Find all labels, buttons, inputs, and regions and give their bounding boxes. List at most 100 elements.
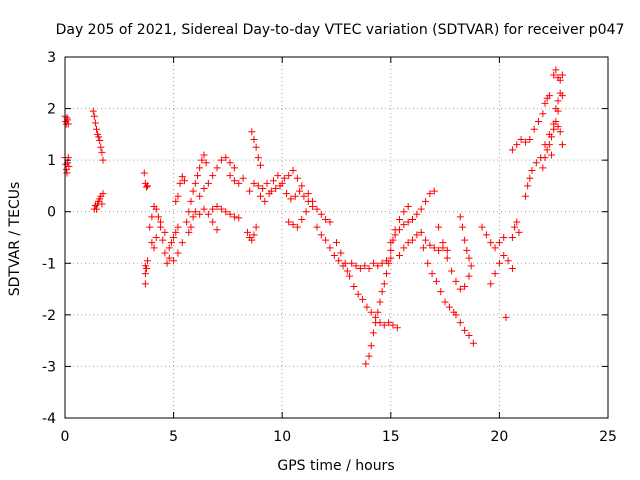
data-point bbox=[552, 66, 560, 74]
data-point bbox=[413, 231, 421, 239]
data-point bbox=[526, 174, 534, 182]
data-point bbox=[191, 179, 199, 187]
data-point bbox=[363, 303, 371, 311]
data-point bbox=[230, 177, 238, 185]
data-point bbox=[252, 143, 260, 151]
axis-ticks: 0 5 10 15 20 25 -4 -3 -2 -1 0 1 2 3 bbox=[42, 50, 617, 445]
data-point bbox=[278, 179, 286, 187]
data-point bbox=[89, 107, 97, 115]
data-point bbox=[326, 218, 334, 226]
data-point bbox=[445, 303, 453, 311]
data-point bbox=[96, 137, 104, 145]
data-point bbox=[435, 223, 443, 231]
data-point bbox=[495, 259, 503, 267]
plot-frame bbox=[64, 56, 609, 419]
data-point bbox=[491, 244, 499, 252]
data-point bbox=[545, 141, 553, 149]
data-point bbox=[369, 329, 377, 337]
data-point bbox=[515, 228, 523, 236]
x-tick-label: 15 bbox=[382, 429, 400, 445]
data-point bbox=[508, 146, 516, 154]
data-point bbox=[230, 164, 238, 172]
data-point bbox=[300, 192, 308, 200]
data-point bbox=[395, 226, 403, 234]
data-point bbox=[356, 264, 364, 272]
data-point bbox=[352, 262, 360, 270]
data-point bbox=[285, 172, 293, 180]
data-point bbox=[343, 267, 351, 275]
data-point bbox=[91, 119, 99, 127]
data-point bbox=[400, 221, 408, 229]
x-tick-label: 5 bbox=[169, 429, 178, 445]
data-point bbox=[387, 246, 395, 254]
data-point bbox=[248, 236, 256, 244]
data-point bbox=[193, 172, 201, 180]
data-point bbox=[291, 192, 299, 200]
data-point bbox=[465, 331, 473, 339]
data-point bbox=[543, 146, 551, 154]
data-point bbox=[250, 231, 258, 239]
data-point bbox=[213, 164, 221, 172]
data-point bbox=[187, 197, 195, 205]
x-tick-label: 25 bbox=[599, 429, 617, 445]
data-point bbox=[159, 236, 167, 244]
data-point bbox=[443, 246, 451, 254]
data-point bbox=[487, 280, 495, 288]
data-point bbox=[511, 223, 519, 231]
data-point bbox=[465, 254, 473, 262]
data-point bbox=[534, 117, 542, 125]
data-point bbox=[404, 218, 412, 226]
data-point bbox=[346, 272, 354, 280]
data-point bbox=[213, 203, 221, 211]
data-point bbox=[293, 223, 301, 231]
data-point bbox=[539, 110, 547, 118]
data-point bbox=[532, 159, 540, 167]
data-point bbox=[150, 244, 158, 252]
data-point bbox=[174, 223, 182, 231]
data-point bbox=[376, 298, 384, 306]
data-point bbox=[354, 290, 362, 298]
y-axis-label: SDTVAR / TECUs bbox=[7, 182, 23, 297]
data-point bbox=[541, 99, 549, 107]
data-point bbox=[200, 205, 208, 213]
y-tick-label: 2 bbox=[47, 102, 56, 118]
data-point bbox=[461, 282, 469, 290]
data-point bbox=[198, 156, 206, 164]
data-point bbox=[148, 239, 156, 247]
data-point bbox=[167, 239, 175, 247]
data-point bbox=[99, 190, 107, 198]
data-point bbox=[417, 205, 425, 213]
data-point bbox=[378, 259, 386, 267]
data-point bbox=[359, 295, 367, 303]
data-point bbox=[142, 264, 150, 272]
data-point bbox=[226, 172, 234, 180]
data-point bbox=[187, 223, 195, 231]
data-point bbox=[142, 183, 150, 191]
data-point bbox=[526, 136, 534, 144]
data-point bbox=[64, 120, 72, 128]
data-point bbox=[395, 252, 403, 260]
data-point bbox=[426, 190, 434, 198]
data-point bbox=[302, 208, 310, 216]
data-point bbox=[550, 125, 558, 133]
data-point bbox=[254, 182, 262, 190]
data-point bbox=[163, 259, 171, 267]
data-point bbox=[482, 231, 490, 239]
data-point bbox=[330, 252, 338, 260]
chart-title: Day 205 of 2021, Sidereal Day-to-day VTE… bbox=[56, 22, 625, 38]
data-point bbox=[298, 215, 306, 223]
data-point bbox=[235, 179, 243, 187]
data-point bbox=[226, 159, 234, 167]
data-point bbox=[341, 259, 349, 267]
data-point bbox=[443, 254, 451, 262]
data-point bbox=[367, 308, 375, 316]
data-point bbox=[528, 166, 536, 174]
data-point bbox=[554, 97, 562, 105]
data-point bbox=[280, 174, 288, 182]
data-point bbox=[465, 272, 473, 280]
data-point bbox=[165, 254, 173, 262]
data-point bbox=[378, 288, 386, 296]
data-point bbox=[393, 324, 401, 332]
data-point bbox=[361, 262, 369, 270]
